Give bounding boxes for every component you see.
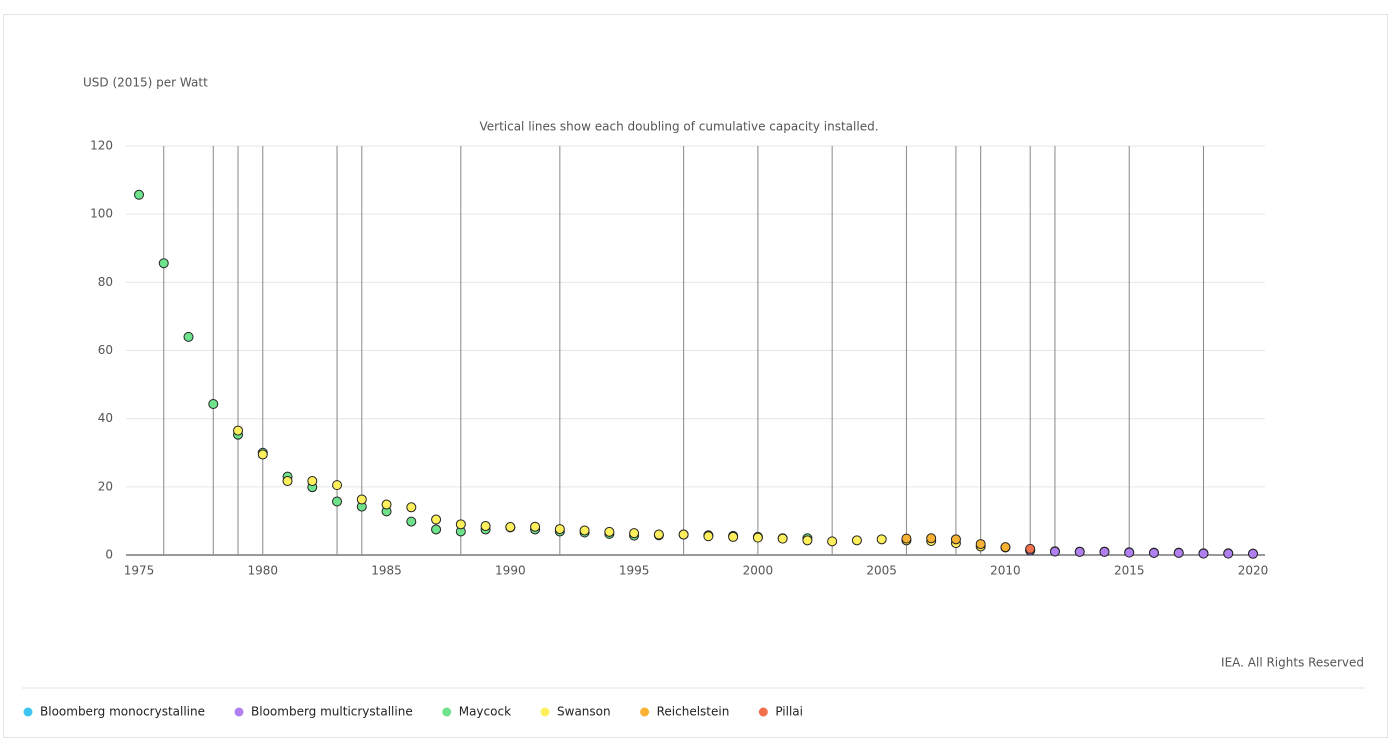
point (876, 534, 887, 545)
point (1148, 547, 1159, 558)
point (356, 494, 367, 505)
point (332, 480, 343, 491)
point (975, 539, 986, 550)
x-tick-label: 1980 (248, 564, 279, 578)
point (505, 522, 516, 533)
legend-label: Pillai (775, 705, 803, 719)
x-tick-label: 1990 (495, 564, 526, 578)
x-tick-label: 1995 (619, 564, 650, 578)
legend-swatch (540, 707, 550, 717)
point (579, 525, 590, 536)
legend-label: Bloomberg multicrystalline (251, 705, 413, 719)
point (752, 532, 763, 543)
y-tick-label: 80 (98, 275, 113, 289)
point (554, 524, 565, 535)
point (183, 331, 194, 342)
y-tick-label: 60 (98, 343, 113, 357)
legend-swatch (23, 707, 33, 717)
legend-label: Maycock (459, 705, 511, 719)
point (1025, 543, 1036, 554)
legend-label: Bloomberg monocrystalline (40, 705, 205, 719)
point (406, 502, 417, 513)
point (208, 399, 219, 410)
point (950, 534, 961, 545)
point (1049, 546, 1060, 557)
legend-swatch (442, 707, 452, 717)
point (1173, 547, 1184, 558)
y-axis-label: USD (2015) per Watt (83, 76, 208, 90)
x-tick-label: 2010 (990, 564, 1021, 578)
y-tick-label: 120 (90, 139, 113, 153)
point (257, 449, 268, 460)
point (851, 535, 862, 546)
subtitle: Vertical lines show each doubling of cum… (479, 120, 878, 134)
point (827, 536, 838, 547)
point (728, 531, 739, 542)
point (431, 524, 442, 535)
point (678, 529, 689, 540)
point (381, 499, 392, 510)
point (282, 476, 293, 487)
point (777, 533, 788, 544)
x-tick-label: 2005 (866, 564, 897, 578)
point (406, 516, 417, 527)
point (1099, 546, 1110, 557)
point (1124, 547, 1135, 558)
point (158, 258, 169, 269)
source-note: IEA. All Rights Reserved (1221, 656, 1364, 670)
legend-label: Reichelstein (657, 705, 730, 719)
point (233, 425, 244, 436)
point (604, 526, 615, 537)
point (653, 529, 664, 540)
y-tick-label: 0 (105, 548, 113, 562)
frame (3, 14, 1388, 738)
point (1248, 548, 1258, 559)
point (629, 528, 640, 539)
legend-swatch (758, 707, 768, 717)
point (307, 476, 318, 487)
point (1074, 546, 1085, 557)
x-tick-label: 2015 (1114, 564, 1145, 578)
x-tick-label: 2000 (743, 564, 774, 578)
x-tick-label: 1975 (124, 564, 155, 578)
point (431, 514, 442, 525)
point (926, 533, 937, 544)
point (1000, 542, 1011, 553)
y-tick-label: 40 (98, 411, 113, 425)
point (134, 189, 144, 200)
point (480, 521, 491, 532)
point (802, 535, 813, 546)
legend-label: Swanson (557, 705, 611, 719)
point (901, 533, 912, 544)
point (332, 496, 343, 507)
y-tick-label: 100 (90, 207, 113, 221)
point (530, 521, 541, 532)
point (1223, 548, 1234, 559)
legend-swatch (234, 707, 244, 717)
point (703, 531, 714, 542)
point (455, 519, 466, 530)
x-tick-label: 1985 (371, 564, 402, 578)
x-tick-label: 2020 (1238, 564, 1269, 578)
y-tick-label: 20 (98, 479, 113, 493)
legend-swatch (640, 707, 650, 717)
point (1198, 548, 1209, 559)
